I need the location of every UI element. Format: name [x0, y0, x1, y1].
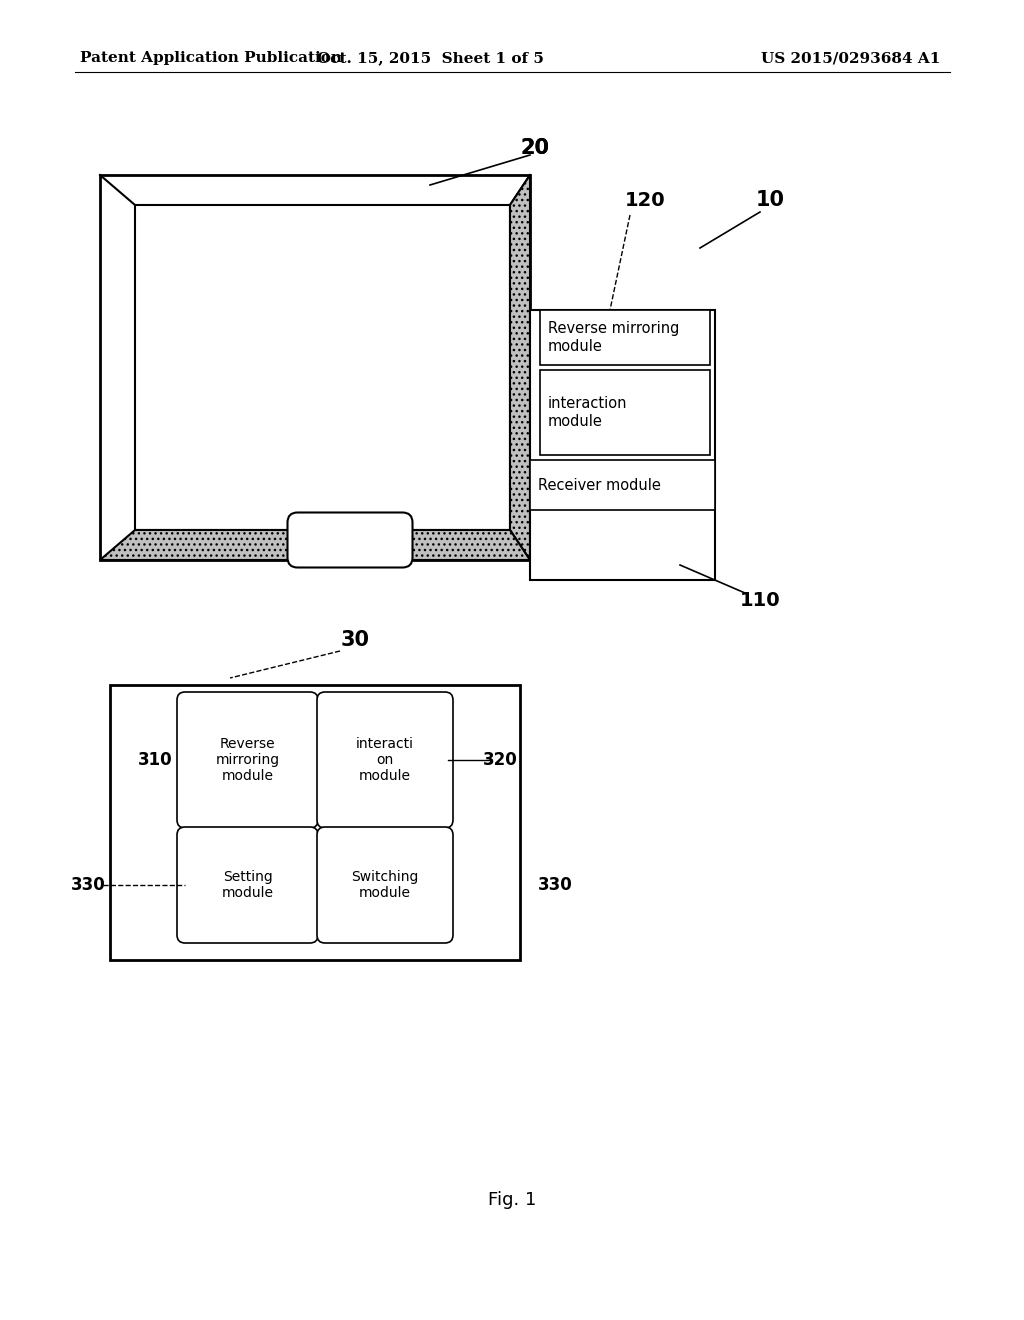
Bar [100, 176, 530, 560]
Text: interaction
module: interaction module [548, 396, 628, 429]
Bar [135, 205, 510, 531]
Bar [540, 310, 710, 366]
Text: 110: 110 [739, 590, 780, 610]
FancyBboxPatch shape [177, 828, 318, 942]
Bar [540, 370, 710, 455]
Text: 310: 310 [137, 751, 172, 770]
Polygon shape [510, 176, 530, 560]
Text: 20: 20 [520, 139, 550, 158]
Text: 30: 30 [341, 630, 370, 649]
Text: 10: 10 [756, 190, 784, 210]
Text: Switching
module: Switching module [351, 870, 419, 900]
Text: 330: 330 [71, 876, 105, 894]
Polygon shape [100, 531, 530, 560]
Text: US 2015/0293684 A1: US 2015/0293684 A1 [761, 51, 940, 65]
Text: 20: 20 [520, 139, 550, 158]
Text: 330: 330 [538, 876, 572, 894]
FancyBboxPatch shape [177, 692, 318, 828]
FancyBboxPatch shape [317, 692, 453, 828]
Text: Fig. 1: Fig. 1 [487, 1191, 537, 1209]
Bar [530, 310, 715, 579]
FancyBboxPatch shape [288, 512, 413, 568]
Text: Receiver module: Receiver module [538, 478, 660, 492]
Bar [530, 459, 715, 510]
Text: Reverse mirroring
module: Reverse mirroring module [548, 321, 679, 354]
Text: Reverse
mirroring
module: Reverse mirroring module [215, 737, 280, 783]
Text: 120: 120 [625, 190, 666, 210]
Text: Patent Application Publication: Patent Application Publication [80, 51, 342, 65]
Text: 320: 320 [482, 751, 517, 770]
Text: Setting
module: Setting module [221, 870, 273, 900]
Bar [110, 685, 520, 960]
Text: Oct. 15, 2015  Sheet 1 of 5: Oct. 15, 2015 Sheet 1 of 5 [316, 51, 544, 65]
FancyBboxPatch shape [317, 828, 453, 942]
Text: interacti
on
module: interacti on module [356, 737, 414, 783]
